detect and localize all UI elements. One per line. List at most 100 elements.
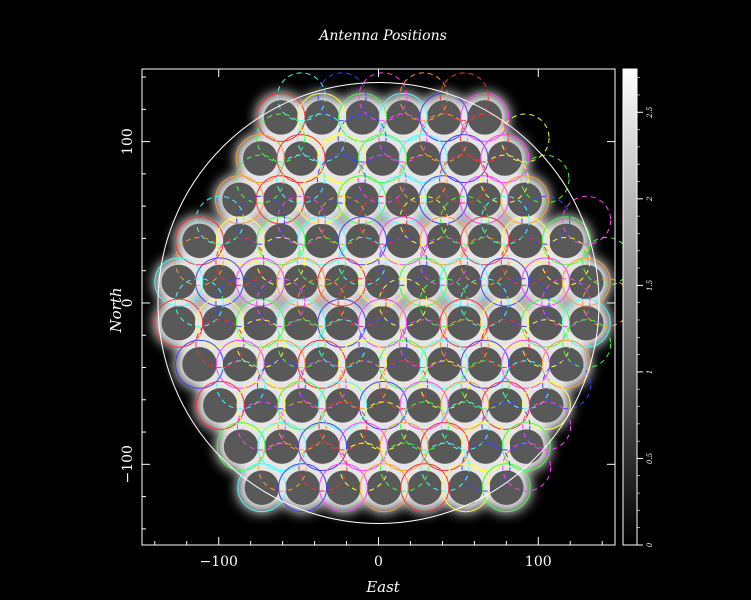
pointing-circle: [358, 380, 408, 430]
pointing-circle-dashed: [562, 195, 612, 245]
coverage-core: [366, 470, 402, 505]
pointing-circle: [215, 339, 265, 389]
pointing-circle: [195, 298, 244, 348]
pointing-circle: [400, 463, 450, 513]
pointing-circle: [236, 380, 286, 430]
pointing-circle: [521, 257, 570, 307]
coverage-core: [487, 305, 522, 341]
pointing-circle-dashed: [419, 278, 469, 328]
coverage-core: [386, 429, 422, 464]
coverage-core: [365, 305, 400, 341]
coverage-core: [425, 182, 461, 217]
coverage-core: [345, 100, 380, 135]
pointing-circle: [481, 463, 531, 513]
coverage-core: [406, 388, 442, 423]
pointing-circle-dashed: [256, 278, 306, 328]
pointing-circle-dashed: [195, 195, 245, 245]
pointing-circle-dashed: [439, 319, 489, 369]
pointing-circle: [318, 380, 368, 430]
pointing-circle: [298, 422, 348, 472]
axis-ticks: −100 0 100 −100 0 100: [120, 69, 615, 570]
pointing-circle: [440, 380, 490, 430]
pointing-circle-dashed: [541, 278, 591, 328]
pointing-circle: [480, 134, 530, 184]
coverage-core: [448, 470, 483, 505]
pointing-circle-dashed: [296, 278, 346, 328]
pointing-circle: [195, 380, 245, 430]
coverage-core: [446, 264, 482, 300]
coverage-core: [223, 223, 258, 259]
pointing-circle-dashed: [480, 319, 530, 369]
pointing-circle: [441, 463, 491, 513]
pointing-circle: [175, 339, 224, 389]
pointing-circle-dashed: [419, 360, 469, 410]
coverage-core: [405, 305, 441, 341]
pointing-circle: [419, 92, 469, 142]
pointing-circle: [561, 298, 611, 348]
coverage-core: [305, 429, 340, 464]
coverage-core: [203, 388, 238, 423]
coverage-core: [427, 429, 463, 464]
pointing-circle-dashed: [378, 278, 428, 328]
coverage-core: [223, 429, 259, 464]
pointing-circle-dashed: [420, 442, 470, 492]
pointing-circle-dashed: [276, 72, 326, 122]
coverage-core: [487, 141, 522, 176]
pointing-circle-dashed: [500, 236, 550, 286]
pointing-circles: [154, 72, 632, 513]
coverage-core: [324, 264, 360, 300]
pointing-circle-dashed: [522, 401, 572, 451]
pointing-circle: [235, 298, 285, 348]
coverage-core: [508, 223, 543, 259]
boundary-circle: [157, 81, 600, 524]
pointing-circle: [419, 339, 469, 389]
pointing-circle: [398, 298, 448, 348]
pointing-circle: [154, 257, 204, 307]
pointing-circle-dashed: [399, 401, 449, 451]
pointing-circle: [521, 380, 571, 430]
pointing-circle-dashed: [337, 113, 387, 163]
pointing-circle: [235, 134, 285, 184]
y-tick-label: 0: [120, 299, 136, 308]
coverage-core: [304, 100, 340, 135]
pointing-circle-dashed: [378, 236, 428, 286]
coverage-core: [242, 141, 278, 176]
pointing-circle: [256, 92, 306, 142]
pointing-circle-dashed: [174, 278, 224, 328]
pointing-circle-dashed: [461, 442, 511, 492]
coverage-core: [324, 141, 360, 176]
coverage-core: [447, 388, 483, 423]
pointing-circle-dashed: [439, 154, 489, 204]
pointing-circle: [215, 216, 265, 266]
pointing-circle-dashed: [521, 319, 571, 369]
colorbar-tick-label: 1.5: [646, 279, 654, 291]
pointing-circle: [378, 216, 428, 266]
pointing-circle-dashed: [398, 154, 448, 204]
pointing-circle: [398, 134, 448, 184]
pointing-circle: [276, 257, 326, 307]
coverage-core: [304, 223, 340, 259]
pointing-circle-dashed: [174, 236, 224, 286]
coverage-core: [325, 388, 360, 423]
pointing-circle: [338, 92, 387, 142]
pointing-circle-dashed: [439, 195, 489, 245]
coverage-core: [528, 264, 563, 300]
pointing-circle: [256, 339, 306, 389]
colorbar-tick-label: 2.5: [646, 106, 654, 119]
coverage-core: [263, 347, 299, 382]
pointing-circle: [317, 134, 367, 184]
pointing-circle: [278, 463, 328, 513]
pointing-circle-dashed: [276, 319, 326, 369]
coverage-core: [365, 141, 400, 176]
pointing-circle: [296, 175, 346, 225]
pointing-circle: [277, 380, 327, 430]
pointing-circle: [257, 422, 307, 472]
pointing-circle: [501, 422, 551, 472]
pointing-circle: [481, 380, 531, 430]
coverage-core: [243, 388, 279, 423]
pointing-circle-dashed: [316, 154, 366, 204]
coverage-core: [407, 470, 443, 505]
pointing-circle: [235, 257, 285, 307]
pointing-circle-dashed: [399, 195, 449, 245]
pointing-circle: [480, 257, 530, 307]
